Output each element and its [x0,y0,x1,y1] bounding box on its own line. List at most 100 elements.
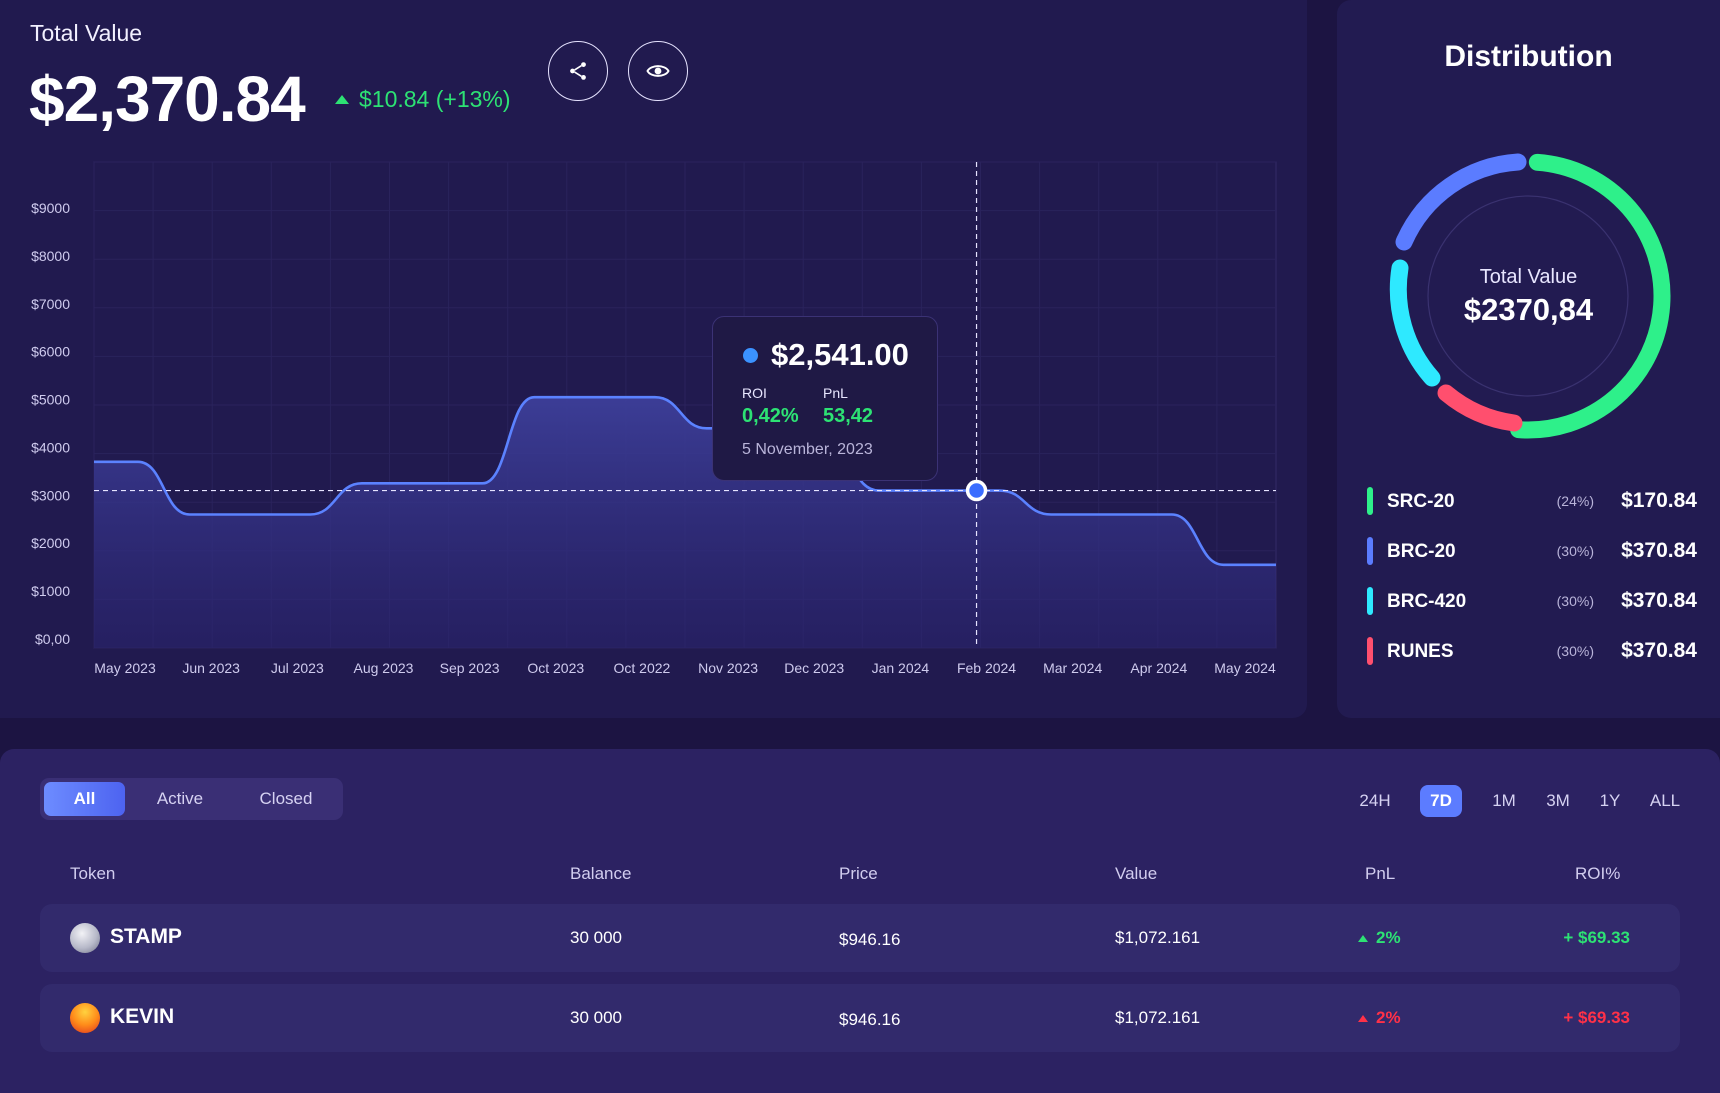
arrow-up-icon [335,95,349,104]
balance-cell: 30 000 [570,1008,622,1027]
distribution-donut[interactable] [1380,148,1676,444]
y-tick-label: $3000 [31,487,70,503]
distribution-title: Distribution [1444,40,1613,73]
y-tick-label: $7000 [31,296,70,312]
value-cell: $1,072.161 [1115,1008,1201,1027]
x-tick-label: Jun 2023 [182,660,240,676]
y-tick-label: $8000 [31,248,70,264]
legend-item-src20[interactable]: SRC-20 (24%) $170.84 [1367,486,1697,516]
kevin-token-icon [70,1003,100,1033]
filter-closed-button[interactable]: Closed [259,789,313,808]
x-tick-label: Jul 2023 [271,660,324,676]
donut-segment-brc420[interactable] [1389,259,1441,387]
arrow-up-icon [1358,934,1368,942]
column-header-pnl[interactable]: PnL [1365,864,1396,883]
x-tick-label: May 2024 [1214,660,1276,676]
tooltip-value: $2,541.00 [771,337,909,372]
filter-all-button[interactable]: All [44,782,125,816]
x-tick-label: Dec 2023 [784,660,844,676]
range-24h-button[interactable]: 24H [1359,791,1391,810]
range-1m-button[interactable]: 1M [1492,791,1516,810]
donut-inner-ring [1427,195,1629,397]
x-tick-label: May 2023 [94,660,156,676]
legend-percent: (24%) [1556,493,1594,509]
legend-item-runes[interactable]: RUNES (30%) $370.84 [1367,636,1697,666]
table-row[interactable]: KEVIN 30 000 $946.16 $1,072.161 2% + $69… [40,984,1680,1052]
range-7d-button[interactable]: 7D [1420,785,1462,817]
donut-segment-brc20[interactable] [1395,153,1527,251]
total-value-change: $10.84 (+13%) [335,86,511,113]
total-value-label: Total Value [30,20,143,46]
total-value-amount: $2,370.84 [29,63,306,135]
token-name: STAMP [110,925,182,948]
legend-name: BRC-20 [1387,541,1456,562]
visibility-button[interactable] [628,41,688,101]
tooltip-pnl-label: PnL [823,385,848,401]
area-fill [94,397,1276,648]
range-1y-button[interactable]: 1Y [1599,791,1621,810]
table-row[interactable]: STAMP 30 000 $946.16 $1,072.161 2% + $69… [40,904,1680,972]
tooltip-pnl-value: 53,42 [823,405,874,427]
legend-name: BRC-420 [1387,591,1467,612]
range-all-button[interactable]: ALL [1649,791,1681,810]
legend-name: RUNES [1387,641,1454,662]
legend-value: $170.84 [1621,489,1697,512]
column-header-price[interactable]: Price [839,864,878,883]
x-tick-label: Mar 2024 [1043,660,1102,676]
price-cell: $946.16 [839,1010,901,1029]
pnl-cell: 2% [1358,928,1401,948]
y-tick-label: $0,00 [35,631,70,647]
range-3m-button[interactable]: 3M [1546,791,1570,810]
legend-percent: (30%) [1556,543,1594,559]
share-button[interactable] [548,41,608,101]
tooltip-series-dot [743,348,758,363]
tooltip-roi-value: 0,42% [742,405,799,427]
x-tick-label: Jan 2024 [872,660,930,676]
share-icon [570,62,586,80]
column-header-value[interactable]: Value [1115,864,1158,883]
legend-color-bar [1367,537,1373,565]
pnl-value: 2% [1376,928,1401,947]
legend-item-brc420[interactable]: BRC-420 (30%) $370.84 [1367,586,1697,616]
highlight-point[interactable] [965,479,988,502]
token-name: KEVIN [110,1005,175,1028]
y-tick-label: $5000 [31,392,70,408]
y-tick-label: $6000 [31,344,70,360]
x-tick-label: Apr 2024 [1130,660,1187,676]
legend-color-bar [1367,587,1373,615]
y-tick-label: $4000 [31,439,70,455]
y-tick-label: $9000 [31,200,70,216]
y-tick-label: $2000 [31,535,70,551]
legend-item-brc20[interactable]: BRC-20 (30%) $370.84 [1367,536,1697,566]
roi-cell: + $69.33 [1563,1008,1630,1027]
balance-cell: 30 000 [570,928,622,947]
donut-segment-runes[interactable] [1437,384,1523,432]
column-header-balance[interactable]: Balance [570,864,632,883]
donut-segment-src20[interactable] [1510,153,1671,439]
x-tick-label: Oct 2023 [527,660,584,676]
tooltip-date: 5 November, 2023 [742,441,873,458]
donut-center-value: $2370,84 [1463,292,1594,327]
column-header-roi[interactable]: ROI% [1575,864,1621,883]
legend-color-bar [1367,637,1373,665]
column-header-token[interactable]: Token [70,864,116,883]
eye-icon [646,65,670,77]
pnl-value: 2% [1376,1008,1401,1027]
portfolio-chart-panel: Total Value $2,370.84 $10.84 (+13%) $900… [0,0,1307,718]
legend-percent: (30%) [1556,643,1594,659]
area-chart[interactable]: $9000 $8000 $7000 $6000 $5000 $4000 $3000 $2000… [0,140,1300,680]
legend-value: $370.84 [1621,589,1697,612]
legend-percent: (30%) [1556,593,1594,609]
price-cell: $946.16 [839,930,901,949]
tooltip-roi-label: ROI [742,385,767,401]
y-tick-label: $1000 [31,583,70,599]
x-tick-label: Nov 2023 [698,660,758,676]
arrow-up-icon [1358,1014,1368,1022]
legend-color-bar [1367,487,1373,515]
legend-value: $370.84 [1621,539,1697,562]
filter-active-button[interactable]: Active [156,789,204,808]
series-line [94,395,1276,567]
value-cell: $1,072.161 [1115,928,1201,947]
change-text: $10.84 (+13%) [359,86,511,112]
pnl-cell: 2% [1358,1008,1401,1028]
